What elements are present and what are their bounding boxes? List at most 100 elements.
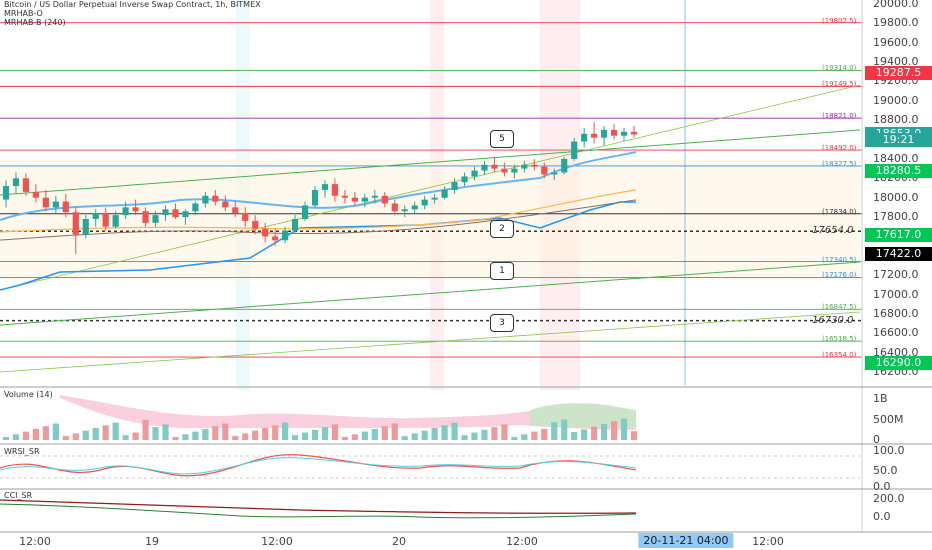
candle-body-57 (571, 141, 578, 159)
volume-bar-35 (351, 434, 358, 440)
candle-body-59 (591, 133, 598, 138)
volume-bar-25 (252, 430, 259, 440)
price-tick-18: 16400.0 (873, 345, 919, 359)
volume-bar-27 (272, 425, 279, 440)
volume-bar-55 (551, 422, 558, 440)
volume-bar-45 (451, 422, 458, 440)
time-tick-2: 12:00 (261, 535, 293, 548)
candle-body-49 (491, 164, 498, 169)
cci-line-red (0, 499, 637, 514)
candle-body-6 (62, 201, 69, 213)
volume-bar-41 (411, 433, 418, 440)
candle-body-46 (461, 176, 468, 183)
volume-bar-30 (301, 432, 309, 440)
candle-body-27 (272, 236, 279, 241)
wrsi-line-cyan (0, 457, 637, 475)
candle-body-41 (411, 205, 418, 210)
ma-line-orange (0, 189, 637, 233)
volume-bar-23 (232, 436, 239, 440)
candle-body-26 (262, 228, 269, 237)
ma-line-brown (0, 199, 637, 241)
volume-bar-17 (172, 437, 179, 440)
volume-bar-62 (620, 418, 628, 440)
volume-bar-33 (331, 424, 339, 440)
candle-body-39 (391, 203, 398, 212)
candle-body-51 (511, 168, 518, 173)
volume-bar-38 (381, 426, 388, 440)
wrsi-tick-1: 50.0 (873, 464, 898, 477)
volume-bar-52 (521, 434, 528, 440)
price-tick-6: 18800.0 (873, 113, 919, 127)
candle-body-11 (112, 215, 119, 227)
candle-body-16 (162, 209, 169, 216)
pane-label-cci: CCI_SR (4, 491, 33, 500)
price-tag-0: 19287.5 (865, 66, 932, 80)
candle-body-28 (282, 230, 289, 241)
level-label-9: (17176.0) (822, 271, 857, 280)
cci-line-green (0, 503, 637, 519)
volume-bar-39 (391, 423, 398, 440)
candle-body-4 (42, 197, 49, 208)
time-tick-4: 12:00 (506, 535, 538, 548)
candle-body-30 (301, 205, 309, 219)
volume-bar-32 (321, 427, 329, 440)
volume-bar-40 (401, 436, 408, 440)
time-tick-3: 20 (392, 535, 406, 548)
price-tick-14: 17200.0 (873, 268, 919, 282)
volume-bar-54 (541, 428, 548, 440)
price-tick-1: 19800.0 (873, 16, 919, 30)
volume-bar-7 (72, 433, 79, 440)
price-axis-bg (862, 0, 932, 550)
candle-body-63 (630, 131, 638, 135)
candle-body-36 (361, 197, 368, 202)
candle-body-56 (561, 158, 568, 173)
volume-ma-band-green (530, 403, 636, 428)
callout-2: 2 (490, 220, 514, 238)
candle-body-42 (421, 199, 428, 206)
volume-bar-44 (441, 425, 448, 440)
volume-bar-51 (511, 437, 518, 440)
candle-body-43 (431, 197, 438, 200)
trend-line-1 (0, 129, 861, 196)
volume-bar-50 (501, 424, 508, 440)
candle-body-33 (331, 184, 339, 196)
candle-body-13 (132, 207, 139, 212)
volume-bar-10 (102, 425, 109, 440)
level-label-3: (18821.0) (822, 112, 857, 121)
price-tick-8: 18400.0 (873, 151, 919, 165)
volume-bar-21 (212, 426, 219, 440)
price-tag-4: 17617.0 (865, 227, 932, 242)
level-label-1: (19314.0) (822, 64, 857, 73)
cci-tick-0: 200.0 (873, 492, 905, 505)
price-tick-5: 19000.0 (873, 93, 919, 107)
ma-line-blue (0, 151, 637, 221)
candle-body-60 (601, 129, 608, 138)
candle-body-23 (232, 207, 239, 214)
volume-bar-3 (32, 428, 39, 440)
candle-body-8 (82, 218, 89, 235)
level-label-5: (18327.5) (822, 159, 857, 168)
candle-body-19 (192, 203, 199, 212)
candle-body-15 (152, 215, 159, 223)
price-tick-2: 19600.0 (873, 35, 919, 49)
candle-body-12 (122, 207, 129, 216)
pane-label-wrsi: WRSI_SR (4, 447, 40, 456)
volume-bar-11 (112, 422, 119, 440)
volume-bar-43 (431, 428, 438, 440)
candle-body-50 (501, 168, 508, 173)
level-label-10: (16847.5) (822, 303, 857, 312)
volume-bar-18 (182, 434, 189, 440)
candle-body-52 (521, 164, 528, 169)
candle-body-24 (242, 213, 249, 221)
level-label-7: 17654.0 (812, 225, 854, 237)
level-label-13: (16354.0) (822, 351, 857, 360)
volume-bar-58 (581, 429, 588, 440)
volume-bar-15 (152, 427, 159, 440)
callout-5: 5 (490, 130, 514, 148)
volume-bar-0 (2, 437, 10, 440)
candle-body-48 (481, 164, 488, 171)
wrsi-tick-0: 100.0 (873, 444, 905, 457)
volume-tick-2: 0 (873, 433, 880, 446)
